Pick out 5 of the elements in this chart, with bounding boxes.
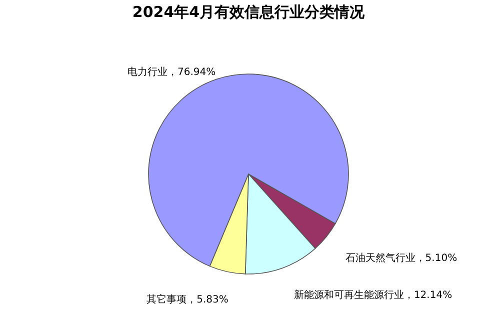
slice-label: 石油天然气行业，5.10%	[345, 252, 458, 264]
slice-label: 其它事项，5.83%	[146, 293, 228, 306]
slice-label: 新能源和可再生能源行业，12.14%	[294, 288, 452, 301]
chart-title: 2024年4月有效信息行业分类情况	[132, 3, 366, 21]
slice-label: 电力行业，76.94%	[127, 66, 216, 78]
